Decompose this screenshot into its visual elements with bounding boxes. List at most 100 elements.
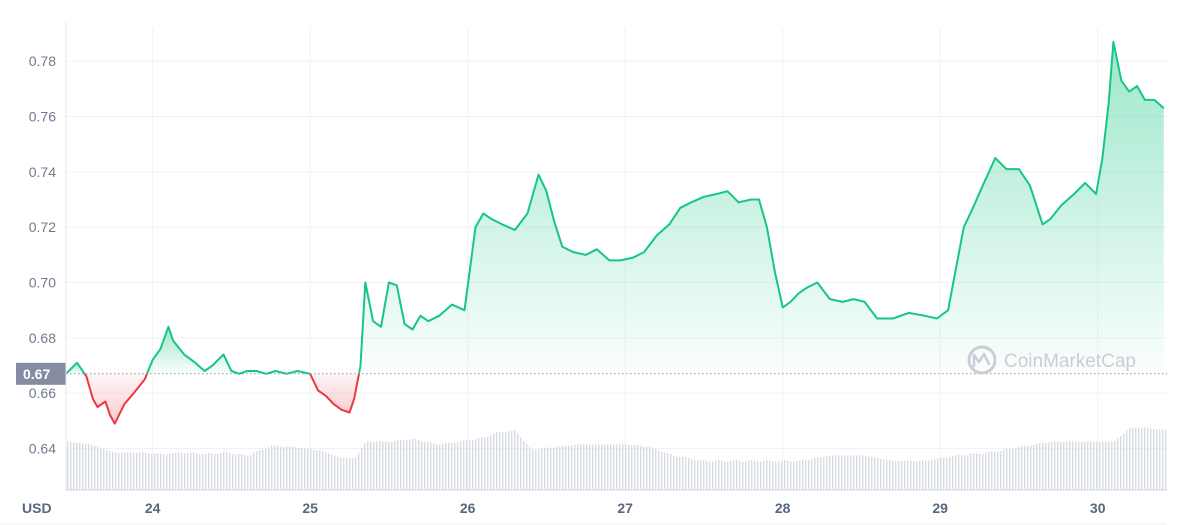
volume-bar (178, 452, 180, 490)
volume-bar (1072, 441, 1074, 490)
volume-bar (1090, 441, 1092, 490)
volume-bar (814, 457, 816, 490)
volume-bar (670, 454, 672, 490)
volume-bar (544, 447, 546, 490)
volume-bar (310, 448, 312, 490)
volume-bar (1024, 445, 1026, 490)
volume-bar (1153, 429, 1155, 490)
volume-bar (541, 448, 543, 490)
volume-bar (742, 461, 744, 490)
volume-bar (367, 441, 369, 490)
volume-bar (391, 441, 393, 490)
volume-bar (925, 460, 927, 490)
volume-bar (424, 441, 426, 490)
volume-bar (241, 453, 243, 490)
volume-bar (1114, 441, 1116, 490)
volume-bar (295, 447, 297, 490)
volume-bar (229, 453, 231, 490)
volume-bar (877, 458, 879, 490)
volume-bar (718, 460, 720, 490)
volume-bar (565, 445, 567, 490)
volume-bar (205, 453, 207, 490)
volume-bar (538, 449, 540, 490)
volume-bar (403, 440, 405, 490)
volume-bar (607, 444, 609, 490)
volume-bar (958, 454, 960, 490)
volume-bar (712, 461, 714, 490)
y-tick-label: 0.76 (29, 109, 56, 125)
volume-bar (526, 443, 528, 490)
volume-bar (475, 439, 477, 490)
volume-bar (1147, 427, 1149, 490)
volume-bar (907, 460, 909, 490)
price-line-up (146, 325, 311, 375)
volume-bar (445, 442, 447, 490)
volume-bar (1045, 443, 1047, 490)
volume-bar (604, 444, 606, 490)
volume-bar (886, 459, 888, 490)
volume-bar (136, 453, 138, 490)
price-area-up (359, 41, 1164, 374)
volume-bar (307, 448, 309, 490)
volume-bar (238, 454, 240, 490)
volume-bar (655, 449, 657, 490)
volume-bar (289, 446, 291, 490)
volume-bar (139, 452, 141, 490)
volume-bar (625, 444, 627, 490)
price-area-down (84, 373, 147, 424)
volume-bar (214, 453, 216, 490)
volume-bar (1117, 438, 1119, 490)
volume-bar (856, 455, 858, 490)
volume-bar (1135, 427, 1137, 490)
volume-bar (661, 451, 663, 490)
price-area-up (147, 326, 311, 374)
y-tick-label: 0.74 (29, 164, 56, 180)
volume-bar (1108, 441, 1110, 490)
volume-bar (772, 461, 774, 490)
volume-bar (523, 440, 525, 490)
volume-bar (373, 441, 375, 490)
volume-bar (922, 460, 924, 490)
volume-bar (592, 444, 594, 490)
volume-bar (355, 457, 357, 490)
volume-bar (697, 459, 699, 490)
volume-bar (130, 452, 132, 490)
volume-bar (535, 449, 537, 490)
volume-bar (298, 447, 300, 490)
volume-bar (1009, 448, 1011, 490)
volume-bar (247, 455, 249, 490)
volume-bar (364, 443, 366, 490)
y-tick-label: 0.68 (29, 330, 56, 346)
reference-price-badge-label: 0.67 (23, 366, 50, 382)
volume-bar (763, 460, 765, 490)
volume-bar (601, 444, 603, 490)
volume-bar (1048, 442, 1050, 490)
volume-bar (1075, 441, 1077, 490)
volume-bar (805, 459, 807, 490)
volume-bars (67, 427, 1167, 490)
volume-bar (151, 454, 153, 490)
volume-bar (451, 442, 453, 490)
volume-bar (448, 442, 450, 490)
volume-bar (916, 461, 918, 490)
volume-bar (466, 440, 468, 490)
volume-bar (1039, 442, 1041, 490)
volume-bar (724, 461, 726, 490)
volume-bar (553, 447, 555, 490)
volume-bar (589, 444, 591, 490)
volume-bar (949, 457, 951, 490)
volume-bar (322, 451, 324, 490)
volume-bar (502, 432, 504, 490)
volume-bar (946, 457, 948, 490)
volume-bar (952, 456, 954, 490)
volume-bar (643, 446, 645, 490)
volume-bar (682, 456, 684, 490)
volume-bar (172, 453, 174, 490)
volume-bar (1078, 441, 1080, 490)
volume-bar (628, 444, 630, 490)
price-line (65, 40, 1165, 425)
volume-bar (631, 445, 633, 490)
volume-bar (820, 457, 822, 490)
volume-bar (685, 456, 687, 490)
volume-bar (1000, 450, 1002, 490)
